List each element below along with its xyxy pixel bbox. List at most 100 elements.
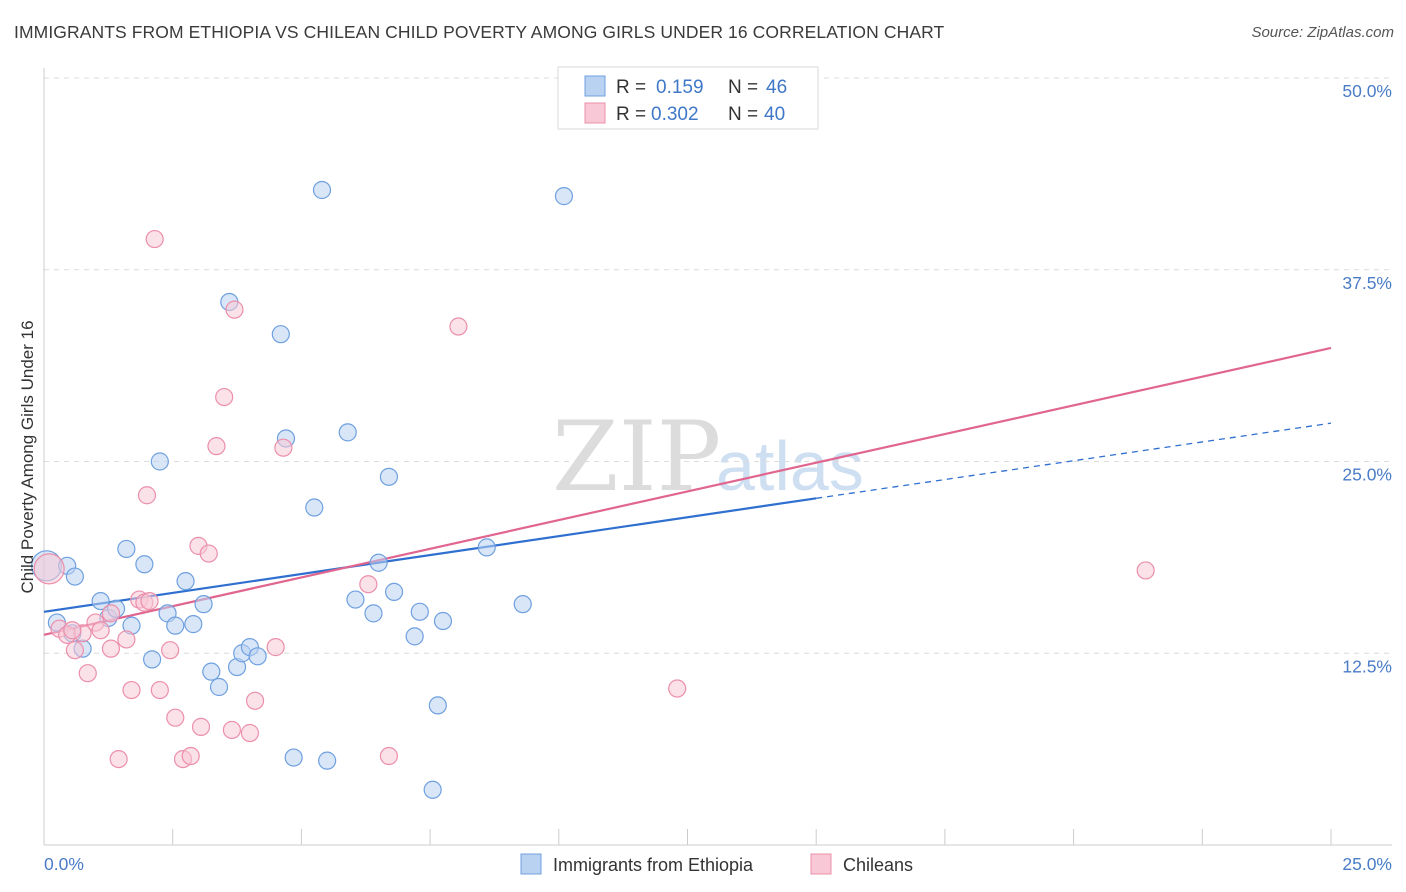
x-tick-label-min: 0.0% [44,854,84,874]
x-tick-labels: 0.0% 25.0% [44,854,1392,874]
data-point-series-0-32 [338,423,357,442]
data-point-series-0-42 [433,611,453,631]
data-point-series-0-40 [423,780,442,799]
data-point-series-1-34 [449,317,468,336]
data-point-series-0-28 [284,748,303,767]
legend-r-value-1: 0.159 [656,77,704,98]
y-tick-label-0: 12.5% [1342,656,1392,676]
data-point-series-1-33 [379,746,399,766]
data-point-series-1-10 [117,630,136,649]
data-point-series-1-8 [101,639,121,658]
legend-r-value-2: 0.302 [651,104,699,125]
data-point-series-0-29 [305,498,324,517]
data-point-series-1-0 [33,553,65,585]
chart-source: Source: ZipAtlas.com [1251,24,1394,41]
data-point-series-1-3 [65,641,84,660]
bottom-legend: Immigrants from Ethiopia Chileans [520,853,913,875]
data-point-series-1-22 [191,717,211,736]
data-point-series-0-20 [209,677,229,697]
data-point-series-1-38 [63,621,82,640]
data-point-series-0-39 [410,602,429,621]
data-point-series-0-37 [384,582,404,601]
data-point-series-0-43 [477,538,496,557]
data-point-series-0-12 [143,650,162,669]
data-point-series-0-35 [369,553,388,572]
data-point-series-1-5 [78,664,97,683]
data-point-series-0-38 [405,627,424,646]
data-point-series-1-30 [266,638,285,657]
legend-r-label-1: R = [616,77,646,98]
data-point-series-1-16 [150,680,169,700]
bottom-legend-swatch-ethiopia [520,853,542,875]
watermark: ZIP atlas [552,401,864,513]
data-point-series-1-9 [109,749,128,769]
y-axis-label: Child Poverty Among Girls Under 16 [18,320,37,593]
data-point-series-0-31 [318,751,337,770]
y-tick-label-3: 50.0% [1342,81,1392,101]
data-point-series-1-37 [101,604,121,623]
data-point-series-1-15 [145,229,164,249]
data-point-series-0-41 [428,696,447,715]
y-tick-labels: 12.5% 25.0% 37.5% 50.0% [1342,81,1392,676]
data-point-series-0-3 [65,567,84,586]
data-point-series-0-15 [166,616,185,635]
legend-n-label-1: N = [728,77,758,98]
data-point-series-1-29 [245,691,265,710]
gridlines [44,77,1392,654]
data-point-series-1-36 [1136,561,1155,580]
data-point-series-1-28 [240,723,260,743]
data-point-series-1-17 [161,641,180,660]
data-point-series-0-26 [271,325,290,344]
data-point-series-0-34 [364,604,383,623]
data-point-series-0-6 [91,591,110,611]
legend-r-label-2: R = [616,104,646,125]
data-point-series-0-33 [346,590,365,609]
data-point-series-1-26 [222,720,242,740]
data-point-series-0-9 [117,539,136,559]
y-tick-label-2: 37.5% [1342,273,1392,293]
data-point-series-1-18 [166,708,185,727]
trend-line-extension-series-0 [816,422,1332,499]
data-point-series-1-11 [122,680,141,700]
watermark-atlas: atlas [716,427,864,505]
data-point-series-1-7 [91,621,110,640]
x-tick-label-max: 25.0% [1342,854,1392,874]
axes [43,68,1392,846]
chart-title: IMMIGRANTS FROM ETHIOPIA VS CHILEAN CHIL… [14,22,945,42]
y-tick-label-1: 25.0% [1342,465,1392,485]
watermark-zip: ZIP [552,401,721,513]
data-point-series-0-25 [248,647,267,666]
data-point-series-1-25 [215,387,234,407]
data-point-series-0-17 [184,615,203,634]
data-point-series-1-32 [359,575,378,594]
legend-swatch-ethiopia [584,75,606,97]
trend-line-series-1 [43,346,1332,636]
legend-n-value-2: 40 [764,104,785,125]
bottom-legend-label-ethiopia: Immigrants from Ethiopia [553,855,754,875]
legend-n-value-1: 46 [766,77,787,98]
data-point-series-0-18 [194,595,213,614]
data-point-series-1-23 [199,544,218,563]
bottom-legend-label-chileans: Chileans [843,855,913,875]
data-point-series-0-30 [312,180,332,200]
data-point-series-1-35 [668,679,687,698]
data-point-series-1-20 [181,746,200,766]
data-points [30,180,1155,799]
data-point-series-0-45 [554,187,574,206]
bottom-legend-swatch-chileans [810,853,832,875]
legend-n-label-2: N = [728,104,758,125]
data-point-series-1-24 [207,437,226,456]
data-point-series-0-11 [135,555,154,574]
data-point-series-0-13 [150,452,169,471]
trend-lines [43,346,1332,636]
data-point-series-0-19 [202,662,221,681]
data-point-series-0-44 [513,595,532,614]
data-point-series-1-31 [274,438,293,457]
data-point-series-1-39 [140,591,159,611]
legend: R = 0.159 N = 46 R = 0.302 N = 40 [557,66,819,130]
data-point-series-1-27 [225,300,244,319]
data-point-series-1-14 [137,486,157,505]
legend-swatch-chileans [584,102,606,124]
data-point-series-0-16 [176,572,195,591]
